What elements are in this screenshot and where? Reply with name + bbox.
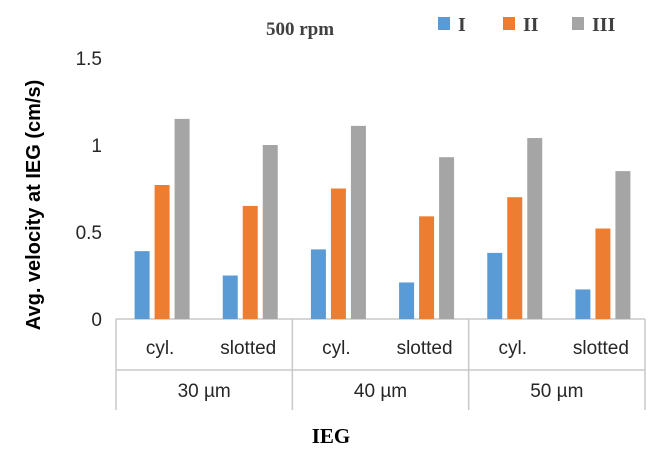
bar [310, 249, 326, 319]
bar [575, 289, 591, 319]
legend-label: I [458, 14, 466, 36]
bar [615, 171, 631, 319]
legend-label: II [523, 14, 539, 36]
category-label: slotted [573, 338, 629, 359]
y-axis-label: Avg. velocity at IEG (cm/s) [23, 80, 45, 330]
y-tick-label: 1 [91, 136, 102, 157]
bar [595, 228, 611, 319]
y-tick-label: 0.5 [76, 223, 102, 244]
bar [527, 138, 543, 319]
category-label: slotted [397, 338, 453, 359]
legend-swatch [503, 17, 515, 30]
bar [134, 251, 150, 319]
bar [154, 185, 170, 319]
bar [174, 118, 190, 320]
bar [242, 205, 258, 319]
y-axis-ticks: 0 0.5 1 1.5 [76, 49, 102, 331]
x-axis-label: IEG [312, 424, 351, 448]
bar [399, 282, 415, 319]
bar [487, 252, 503, 319]
category-label: slotted [220, 338, 276, 359]
rpm-annotation: 500 rpm [266, 19, 334, 40]
y-tick-label: 0 [91, 310, 102, 331]
category-label: cyl. [146, 338, 175, 359]
category-label: cyl. [499, 338, 528, 359]
bar [262, 145, 278, 319]
legend-swatch [572, 17, 584, 30]
group-label: 50 µm [530, 381, 583, 402]
bar [350, 125, 366, 319]
bar [439, 157, 455, 319]
category-label: cyl. [322, 338, 351, 359]
legend-label: III [592, 14, 616, 36]
legend: I II III [438, 14, 616, 36]
y-tick-label: 1.5 [76, 49, 102, 70]
category-labels: cyl. slotted cyl. slotted cyl. slotted 30 µm 40… [146, 338, 629, 402]
bar [330, 188, 346, 319]
bar [419, 216, 435, 319]
bar [222, 275, 238, 319]
bar [507, 197, 523, 319]
group-label: 30 µm [178, 381, 231, 402]
bars [134, 118, 631, 320]
legend-swatch [438, 17, 450, 30]
axis-lines [115, 318, 646, 410]
group-label: 40 µm [354, 381, 407, 402]
